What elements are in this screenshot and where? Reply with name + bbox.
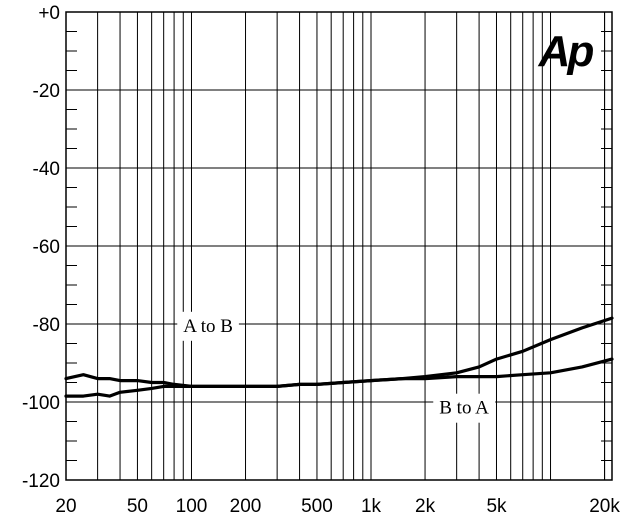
- series-line-2: [64, 357, 614, 398]
- ap-logo: Ap: [538, 27, 594, 76]
- x-tick-label: 5k: [486, 496, 507, 517]
- x-axis: 20 50 100 200 500 1k 2k 5k 20k: [55, 496, 620, 517]
- plot-frame: [65, 11, 613, 481]
- y-tick-label: -120: [22, 471, 60, 492]
- x-tick-label: 1k: [361, 496, 382, 517]
- x-tick-label: 50: [127, 496, 148, 517]
- grid: [66, 12, 612, 480]
- x-tick-label: 20k: [589, 496, 620, 517]
- x-tick-label: 20: [55, 496, 76, 517]
- annotation-label: B to A: [439, 398, 489, 419]
- x-tick-label: 200: [230, 496, 262, 517]
- annotation-background: [177, 311, 239, 341]
- y-axis: +0 -20 -40 -60 -80 -100 -120: [22, 3, 60, 492]
- y-tick-label: -80: [33, 315, 60, 336]
- x-tick-label: 2k: [415, 496, 436, 517]
- x-tick-label: 500: [301, 496, 333, 517]
- x-tick-label: 100: [176, 496, 208, 517]
- series-line-1: [64, 316, 614, 388]
- y-tick-label: -20: [33, 81, 60, 102]
- y-tick-label: -60: [33, 237, 60, 258]
- y-tick-label: -40: [33, 159, 60, 180]
- annotation-background: [433, 393, 496, 423]
- annotations: A to B B to A: [177, 311, 496, 423]
- series-group: [64, 316, 614, 398]
- y-tick-label: +0: [38, 3, 60, 24]
- annotation-label: A to B: [183, 316, 233, 337]
- y-tick-label: -100: [22, 393, 60, 414]
